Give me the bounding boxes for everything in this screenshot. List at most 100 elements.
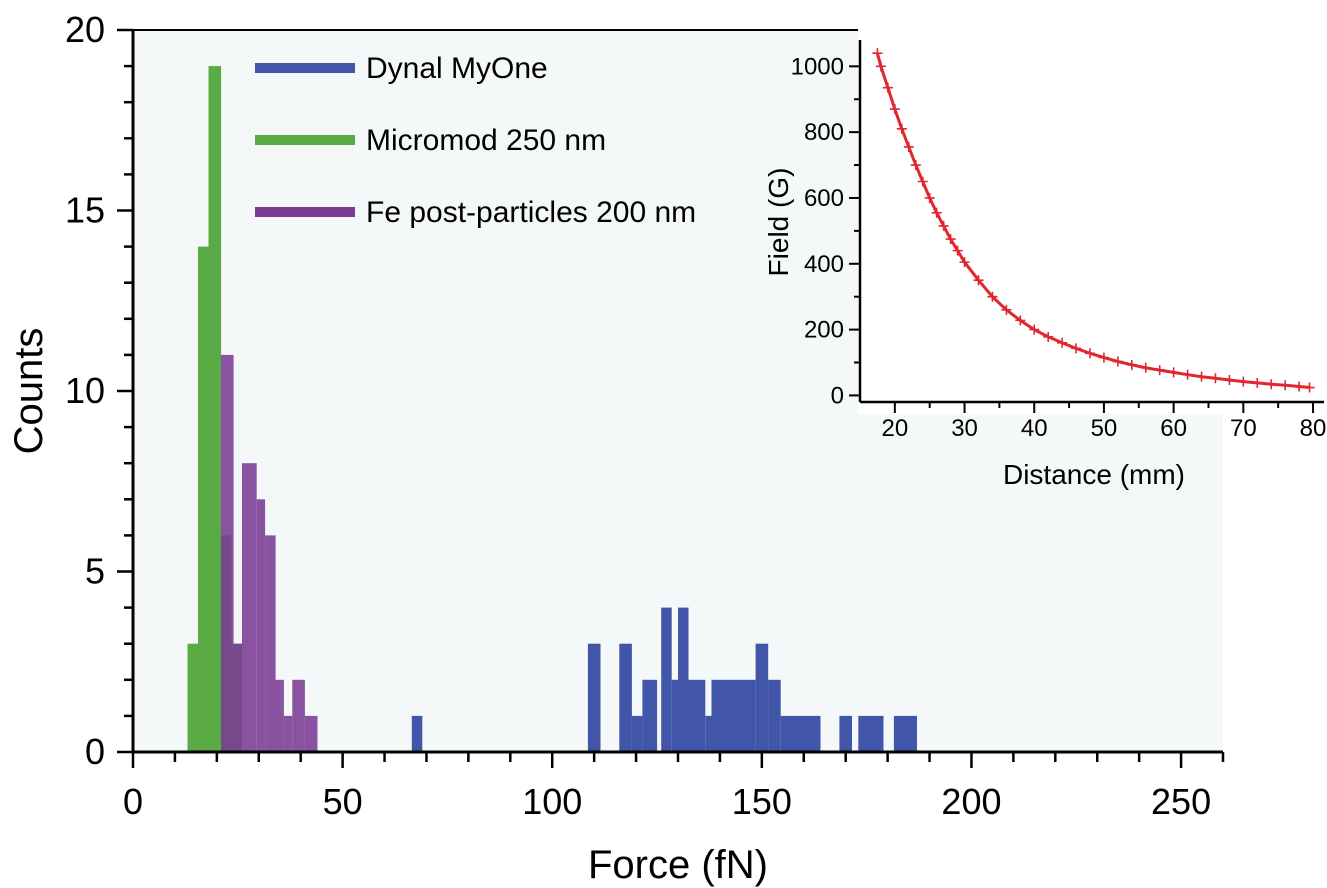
inset-point-1 [872,48,883,59]
histogram-bars [187,66,917,753]
histogram-bar-3-2 [233,643,242,752]
inset-point-33 [1224,374,1235,385]
inset-point-32 [1210,373,1221,384]
inset-point-39 [1304,382,1315,393]
inset-x-tick-label: 20 [881,415,908,442]
inset-point-22 [1071,343,1082,354]
inset-y-tick-label: 600 [804,185,844,212]
inset-point-30 [1182,369,1193,380]
inset-point-35 [1252,377,1263,388]
histogram-bar-1-4 [619,643,632,752]
histogram-bar-3-8 [292,679,305,752]
inset-point-24 [1098,352,1109,363]
histogram-bar-3-7 [283,715,293,752]
inset-y-tick-label: 200 [804,317,844,344]
inset-point-10 [931,207,942,218]
inset-y-axis-label: Field (G) [763,168,794,277]
histogram-bar-3-9 [304,715,318,752]
inset-point-8 [917,176,928,187]
inset-x-tick-label: 30 [951,415,978,442]
inset-x-tick-label: 80 [1300,415,1327,442]
inset-x-tick-label: 50 [1091,415,1118,442]
histogram-bar-1-12 [705,715,712,752]
main-y-tick-label: 10 [65,370,105,411]
histogram-bar-3-5 [265,535,276,752]
histogram-bar-2-3 [208,66,222,753]
histogram-bar-1-1 [411,715,423,752]
inset-y-tick-label: 400 [804,251,844,278]
inset-y-tick-label: 1000 [791,53,844,80]
inset-point-29 [1168,367,1179,378]
histogram-bar-1-17 [839,715,852,752]
inset-point-13 [952,245,963,256]
inset-point-31 [1196,371,1207,382]
main-x-tick-label: 250 [1151,781,1211,822]
inset-point-7 [910,160,921,171]
histogram-bar-1-8 [661,607,672,752]
inset-point-2 [875,61,886,72]
inset-point-4 [889,104,900,115]
main-y-tick-label: 15 [65,190,105,231]
inset-point-12 [945,234,956,245]
inset-point-9 [924,192,935,203]
inset-point-28 [1154,365,1165,376]
histogram-bar-3-6 [275,679,284,752]
inset-point-34 [1238,376,1249,387]
histogram-bar-2-2 [198,246,209,752]
inset-x-tick-label: 70 [1230,415,1257,442]
legend-label-1: Dynal MyOne [366,52,548,85]
main-y-tick-label: 0 [85,731,105,772]
inset-point-21 [1057,337,1068,348]
inset-axes [858,40,1324,404]
histogram-bar-1-9 [671,679,678,752]
inset-point-15 [973,275,984,286]
inset-data-points [872,48,1315,393]
inset-point-27 [1140,362,1151,373]
histogram-bar-1-19 [893,715,917,752]
inset-point-20 [1043,331,1054,342]
legend-swatch-2 [255,135,355,145]
inset-x-tick-label: 60 [1160,415,1187,442]
inset-point-16 [987,291,998,302]
inset-background [858,22,1327,414]
inset-point-25 [1112,356,1123,367]
legend-swatch-1 [255,63,355,73]
main-x-tick-label: 200 [941,781,1001,822]
inset-point-36 [1266,379,1277,390]
inset-point-14 [959,257,970,268]
inset-point-6 [903,141,914,152]
histogram-bar-3-4 [256,499,266,752]
main-x-axis-label: Force (fN) [588,843,768,887]
inset-point-19 [1029,324,1040,335]
inset-point-38 [1294,381,1305,392]
inset-point-37 [1280,380,1291,391]
histogram-bar-3-1 [221,354,234,752]
inset-point-17 [1001,304,1012,315]
histogram-bar-1-2 [587,643,601,752]
histogram-bar-2-1 [187,643,198,752]
inset-point-18 [1015,315,1026,326]
main-x-tick-label: 0 [123,781,143,822]
legend-label-3: Fe post-particles 200 nm [366,196,696,229]
inset-y-tick-label: 800 [804,119,844,146]
histogram-bar-1-10 [678,607,689,752]
histogram-bar-1-18 [858,715,884,752]
inset-point-5 [896,123,907,134]
main-y-axis-label: Counts [7,328,51,455]
inset-point-3 [882,82,893,93]
histogram-bar-1-16 [780,715,821,752]
histogram-bar-1-6 [642,679,658,752]
main-y-tick-label: 20 [65,9,105,50]
inset-point-11 [938,220,949,231]
histogram-bar-1-15 [768,679,781,752]
inset-y-tick-label: 0 [831,382,844,409]
main-y-tick-label: 5 [85,551,105,592]
histogram-bar-1-13 [711,679,756,752]
histogram-bar-3-3 [242,463,257,752]
inset-point-26 [1126,359,1137,370]
histogram-bar-1-11 [688,679,706,752]
